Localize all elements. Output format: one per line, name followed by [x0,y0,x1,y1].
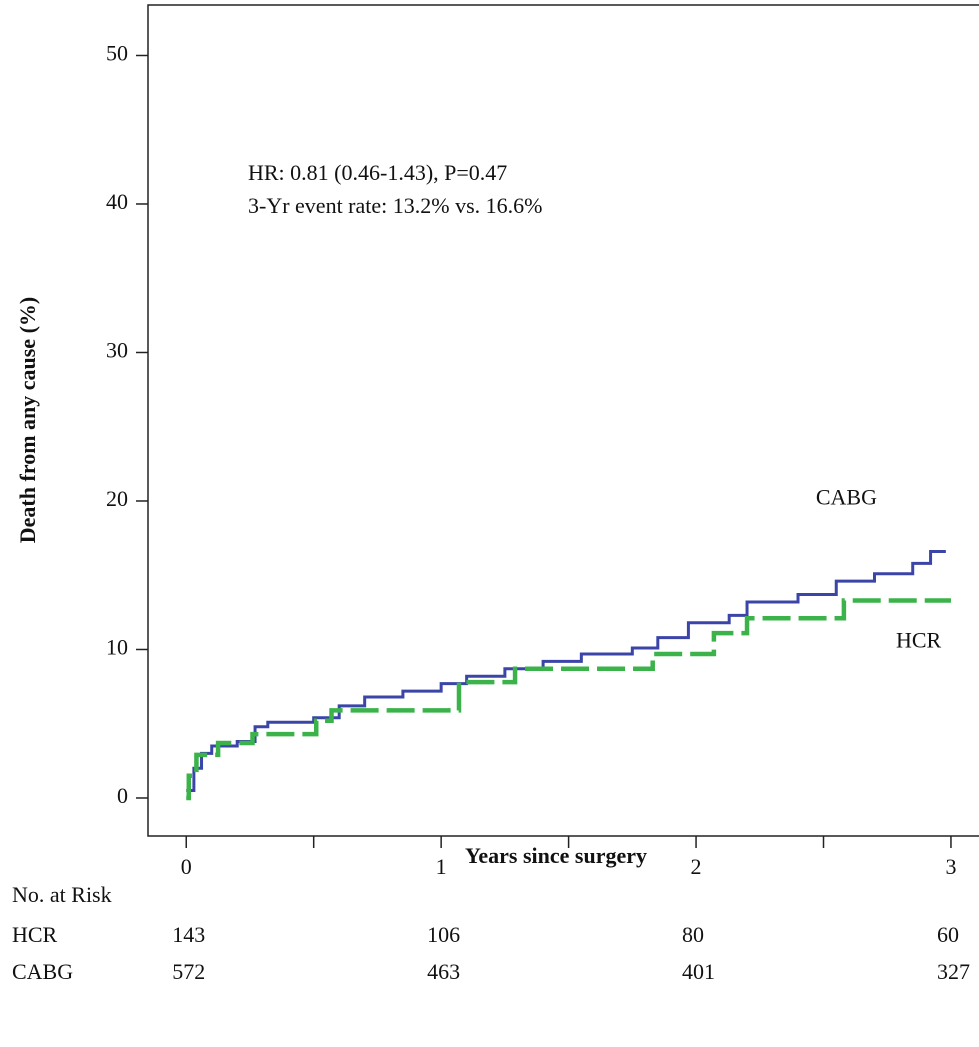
risk-count: 106 [427,922,460,947]
risk-row-name: HCR [12,922,58,947]
y-tick-label: 40 [106,189,128,214]
plot-frame [147,4,979,837]
risk-count: 463 [427,959,460,984]
annotation: 3-Yr event rate: 13.2% vs. 16.6% [248,193,542,218]
y-tick-label: 50 [106,41,128,66]
risk-count: 80 [682,922,704,947]
risk-count: 327 [937,959,970,984]
x-tick-label: 3 [945,854,956,879]
series-label: CABG [816,485,877,510]
x-tick-label: 0 [181,854,192,879]
km-curve [186,598,951,801]
risk-count: 401 [682,959,715,984]
y-tick-label: 20 [106,486,128,511]
x-tick-label: 1 [436,854,447,879]
x-axis-title: Years since surgery [465,843,647,868]
y-tick-label: 10 [106,635,128,660]
x-tick-label: 2 [691,854,702,879]
risk-count: 60 [937,922,959,947]
risk-row-name: CABG [12,959,73,984]
y-tick-label: 0 [117,783,128,808]
risk-count: 572 [172,959,205,984]
risk-count: 143 [172,922,205,947]
y-tick-label: 30 [106,338,128,363]
risk-table-title: No. at Risk [12,882,112,907]
annotation: HR: 0.81 (0.46-1.43), P=0.47 [248,160,507,185]
series-label: HCR [896,628,942,653]
y-axis-title: Death from any cause (%) [15,297,40,543]
